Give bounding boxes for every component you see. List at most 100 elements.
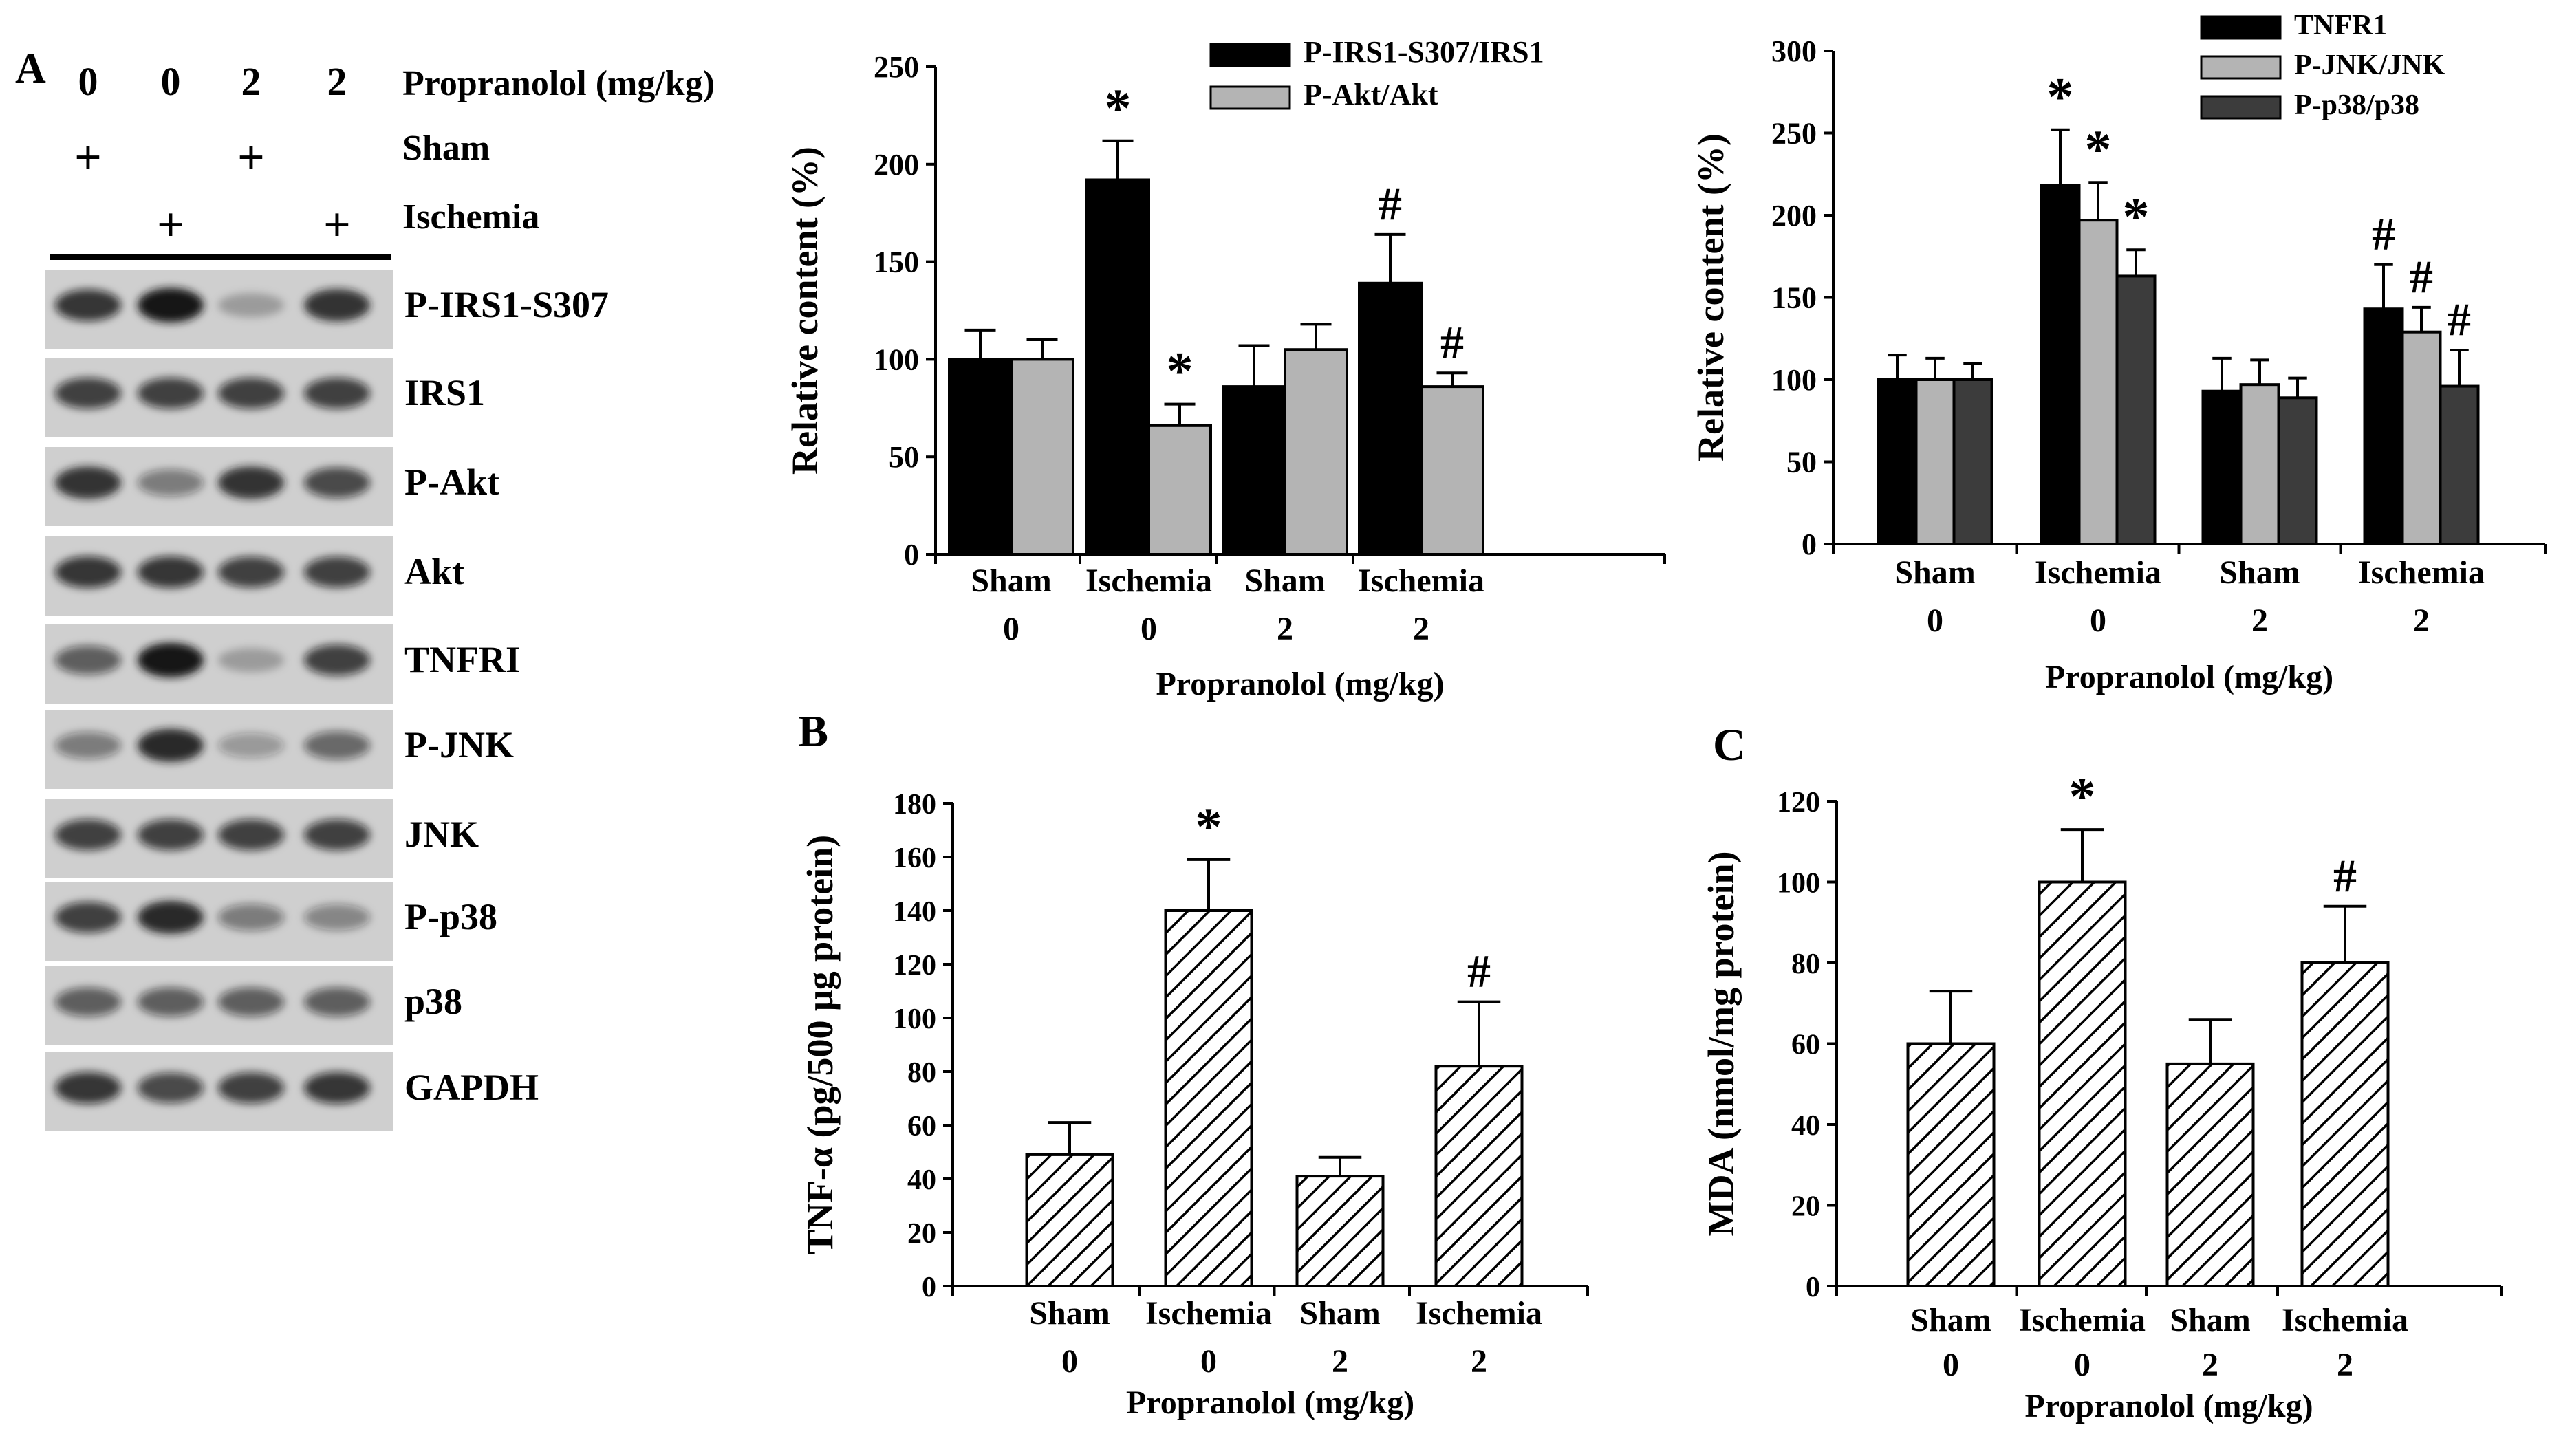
- y-tick-label: 120: [893, 950, 936, 981]
- bar: [1222, 385, 1286, 556]
- blot-band: [304, 1072, 370, 1104]
- bar: [2439, 384, 2480, 545]
- x-dose-label: 0: [1141, 611, 1157, 647]
- blot-band: [304, 644, 370, 676]
- bar: [1147, 424, 1212, 556]
- western-blots: P-IRS1-S307 IRS1 P-Akt Akt TNFRI P-JNK JNK P-p3…: [45, 270, 609, 1131]
- significance-hash: #: [2372, 208, 2395, 260]
- y-tick-label: 40: [1791, 1110, 1820, 1142]
- bar: [2401, 330, 2442, 545]
- y-tick-label: 250: [874, 50, 919, 84]
- x-dose-label: 0: [1061, 1343, 1078, 1380]
- panel-c-letter: C: [1713, 720, 1746, 770]
- bar: [1025, 1153, 1114, 1288]
- bar: [1284, 348, 1348, 556]
- blot-band: [304, 987, 370, 1017]
- blot-band: [304, 731, 370, 760]
- sham-plus-mark: +: [237, 131, 265, 184]
- bar: [2277, 396, 2318, 545]
- blot-band: [304, 378, 370, 409]
- bar: [2077, 219, 2119, 545]
- y-axis-label: TNF-α (pg/500 μg protein): [799, 835, 841, 1254]
- blot-band: [138, 900, 204, 934]
- blot-band: [55, 289, 121, 321]
- bar: [2300, 961, 2390, 1287]
- x-dose-label: 0: [1927, 602, 1943, 639]
- y-tick-label: 140: [893, 896, 936, 928]
- y-tick-label: 150: [874, 246, 919, 279]
- blot-band: [138, 469, 204, 497]
- x-dose-label: 0: [1003, 611, 1019, 647]
- x-category-label: Ischemia: [1358, 563, 1484, 599]
- blot-band: [55, 556, 121, 588]
- blot-band: [218, 732, 284, 758]
- blot-band: [218, 293, 284, 318]
- significance-star: *: [2085, 119, 2112, 179]
- y-tick-label: 0: [904, 538, 919, 572]
- x-dose-label: 2: [2202, 1347, 2218, 1383]
- blot-band: [304, 904, 370, 931]
- blot-band: [55, 987, 121, 1017]
- legend-label: P-Akt/Akt: [1304, 78, 1438, 111]
- significance-hash: #: [2410, 250, 2433, 303]
- y-tick-label: 20: [907, 1218, 936, 1250]
- y-tick-label: 100: [1777, 868, 1820, 900]
- dose-value: 2: [327, 59, 347, 104]
- x-dose-label: 2: [1277, 611, 1293, 647]
- y-tick-label: 50: [1786, 446, 1817, 479]
- blot-strip: JNK: [45, 799, 479, 878]
- y-tick-label: 200: [1771, 199, 1817, 232]
- y-tick-label: 120: [1777, 787, 1820, 818]
- x-category-label: Sham: [1244, 563, 1325, 599]
- bar: [2239, 383, 2280, 545]
- blot-label: GAPDH: [404, 1067, 539, 1108]
- blot-band: [138, 819, 204, 851]
- x-axis-label: Propranolol (mg/kg): [1126, 1384, 1414, 1421]
- y-tick-label: 80: [1791, 948, 1820, 980]
- legend-swatch: [2200, 55, 2282, 80]
- blot-strip: P-Akt: [45, 447, 499, 526]
- bar: [2040, 184, 2081, 546]
- dose-value: 0: [161, 59, 181, 104]
- blot-label: P-IRS1-S307: [404, 284, 609, 325]
- x-category-label: Sham: [971, 563, 1051, 599]
- blot-band: [138, 642, 204, 677]
- x-dose-label: 2: [2337, 1347, 2353, 1383]
- blot-band: [55, 732, 121, 759]
- significance-hash: #: [1440, 316, 1464, 368]
- bar: [1420, 385, 1484, 556]
- blot-label: Akt: [404, 551, 464, 592]
- blot-label: P-JNK: [404, 724, 514, 765]
- significance-star: *: [1105, 78, 1132, 138]
- blot-band: [55, 819, 121, 851]
- x-dose-label: 0: [1943, 1347, 1959, 1383]
- bar: [1914, 378, 1956, 545]
- legend-label: P-JNK/JNK: [2294, 50, 2445, 81]
- legend-label: P-IRS1-S307/IRS1: [1304, 35, 1544, 69]
- bar: [2038, 880, 2127, 1287]
- y-tick-label: 0: [1806, 1272, 1820, 1303]
- bar: [1358, 281, 1423, 556]
- x-axis-label: Propranolol (mg/kg): [1156, 666, 1444, 702]
- x-category-label: Ischemia: [2019, 1302, 2146, 1338]
- x-category-label: Sham: [1299, 1295, 1380, 1332]
- sham-plus-mark: +: [74, 131, 102, 184]
- blot-label: JNK: [404, 814, 479, 855]
- x-dose-label: 2: [1413, 611, 1429, 647]
- blot-band: [55, 902, 121, 933]
- x-category-label: Ischemia: [1085, 563, 1212, 599]
- x-category-label: Sham: [1894, 554, 1975, 591]
- x-dose-label: 0: [2090, 602, 2106, 639]
- x-category-label: Ischemia: [2358, 554, 2485, 591]
- x-dose-label: 0: [2074, 1347, 2090, 1383]
- y-tick-label: 250: [1771, 117, 1817, 151]
- y-tick-label: 160: [893, 843, 936, 874]
- bar: [1085, 178, 1150, 556]
- condition-marks: + + + +: [74, 131, 351, 252]
- ischemia-plus-mark: +: [323, 199, 351, 252]
- significance-star: *: [1196, 796, 1222, 856]
- y-tick-label: 80: [907, 1057, 936, 1089]
